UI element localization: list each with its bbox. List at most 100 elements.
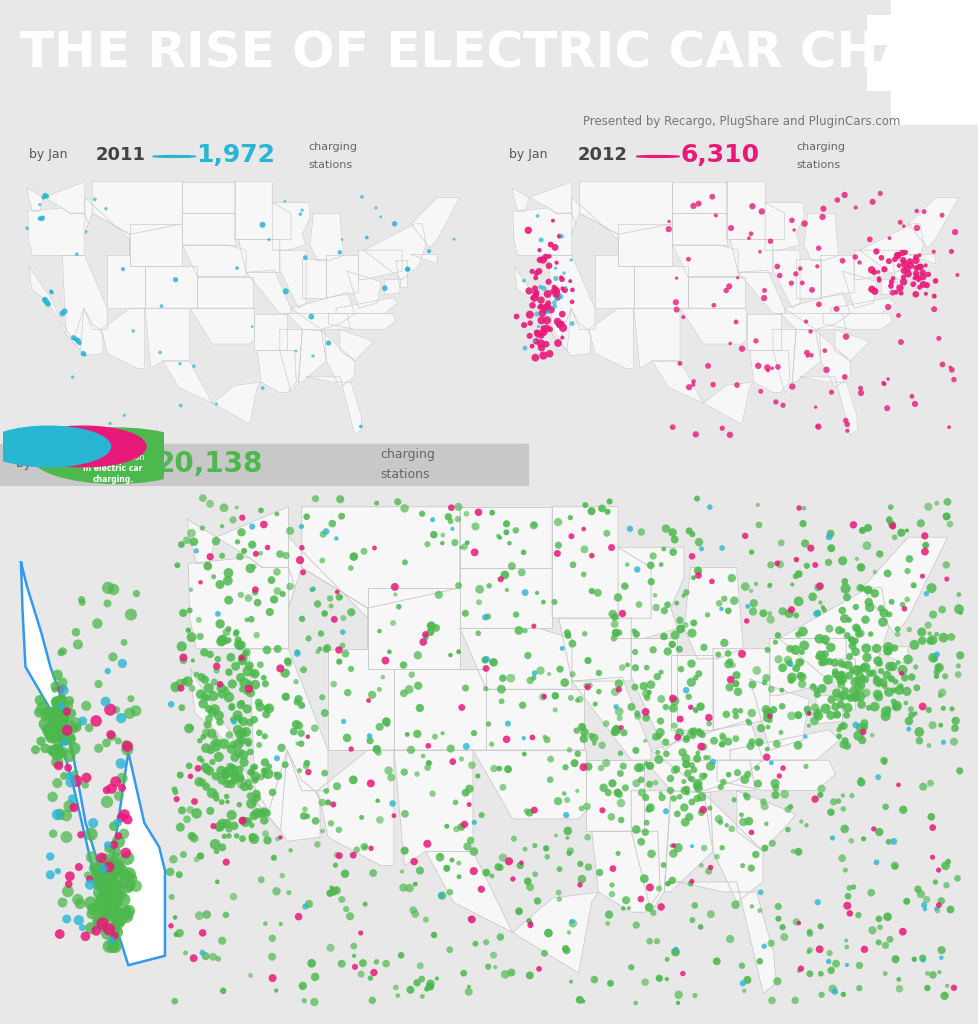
Point — [212, 676, 228, 692]
Point — [37, 740, 53, 757]
Point — [636, 870, 651, 887]
Point — [665, 838, 681, 854]
Point — [182, 602, 198, 618]
Point — [650, 881, 666, 897]
Point — [526, 838, 542, 854]
Point — [603, 877, 619, 893]
Polygon shape — [364, 224, 425, 280]
Point — [607, 721, 623, 737]
Point — [892, 285, 908, 301]
Point — [612, 765, 628, 781]
Point — [697, 750, 713, 766]
Point — [55, 643, 70, 659]
Point — [233, 587, 248, 603]
Point — [113, 809, 129, 825]
Point — [215, 983, 231, 999]
Point — [950, 587, 965, 603]
Polygon shape — [588, 308, 633, 369]
Point — [54, 698, 69, 715]
Point — [584, 548, 600, 564]
Point — [542, 322, 557, 338]
Point — [99, 901, 114, 918]
Point — [683, 655, 698, 672]
Point — [176, 674, 192, 690]
Point — [689, 780, 705, 797]
Point — [795, 637, 811, 653]
Point — [688, 426, 703, 442]
Point — [767, 775, 782, 792]
Point — [233, 670, 248, 686]
Point — [683, 699, 698, 716]
Point — [539, 286, 555, 302]
Point — [783, 670, 799, 686]
Point — [471, 582, 487, 598]
Point — [67, 715, 83, 731]
Point — [590, 585, 605, 601]
Point — [924, 849, 940, 865]
Point — [515, 544, 531, 560]
Point — [749, 497, 765, 513]
Polygon shape — [27, 181, 85, 213]
Point — [253, 502, 269, 518]
Point — [925, 650, 941, 667]
Point — [767, 634, 782, 650]
Point — [924, 632, 940, 648]
Point — [205, 948, 221, 965]
Point — [633, 834, 648, 850]
Point — [609, 845, 625, 861]
Point — [791, 260, 807, 276]
Point — [800, 718, 816, 734]
Point — [913, 568, 929, 585]
Point — [108, 857, 123, 873]
Point — [647, 774, 663, 791]
Point — [611, 625, 627, 641]
Text: 20,138: 20,138 — [156, 450, 263, 478]
Point — [641, 899, 656, 915]
Point — [721, 679, 736, 695]
Point — [458, 784, 473, 801]
Point — [790, 963, 806, 979]
Point — [103, 908, 118, 925]
Point — [41, 706, 57, 722]
Point — [556, 785, 571, 802]
Point — [734, 814, 750, 830]
Point — [427, 620, 443, 636]
Point — [406, 853, 422, 869]
Point — [108, 886, 123, 902]
Point — [173, 680, 189, 696]
Point — [649, 744, 665, 761]
Point — [121, 866, 137, 883]
Polygon shape — [842, 271, 876, 308]
Point — [338, 901, 354, 918]
Point — [604, 606, 620, 623]
Point — [519, 647, 535, 664]
Point — [673, 660, 689, 677]
Point — [695, 840, 711, 856]
Point — [878, 400, 894, 417]
Point — [112, 886, 128, 902]
Point — [103, 701, 118, 718]
Point — [722, 335, 737, 351]
Point — [727, 896, 742, 912]
Point — [418, 627, 433, 643]
Point — [175, 605, 191, 622]
Point — [552, 660, 567, 677]
Point — [575, 993, 591, 1010]
Point — [556, 282, 572, 298]
Point — [185, 652, 200, 669]
Point — [111, 787, 126, 804]
Point — [421, 243, 436, 259]
Point — [290, 691, 306, 708]
Point — [527, 285, 543, 301]
Point — [761, 578, 777, 594]
Point — [629, 706, 645, 722]
Point — [620, 900, 636, 916]
Point — [240, 663, 255, 679]
Point — [572, 856, 588, 872]
Point — [299, 728, 315, 744]
Point — [115, 261, 131, 278]
Point — [842, 632, 858, 648]
Polygon shape — [108, 255, 145, 308]
Point — [759, 740, 775, 757]
Point — [907, 658, 922, 675]
